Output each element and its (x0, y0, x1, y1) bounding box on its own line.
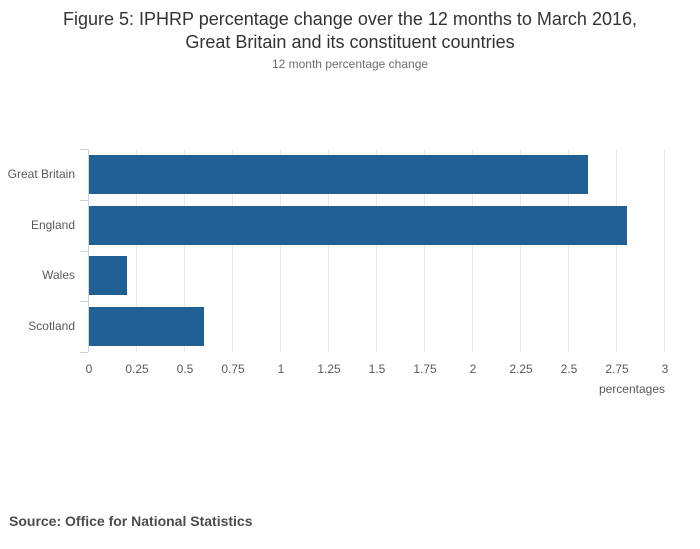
chart-title-line-1: Figure 5: IPHRP percentage change over t… (62, 9, 637, 29)
y-axis-label-great-britain: Great Britain (7, 167, 75, 181)
x-tick-label-1.75: 1.75 (413, 362, 437, 376)
gridline-1.75 (424, 149, 425, 352)
x-tick-label-2: 2 (469, 362, 477, 376)
y-axis-tick-4 (80, 352, 88, 353)
y-axis-label-wales: Wales (42, 268, 75, 282)
gridline-1.5 (376, 149, 377, 352)
gridline-2.25 (520, 149, 521, 352)
x-tick-label-0: 0 (85, 362, 93, 376)
x-tick-label-2.5: 2.5 (560, 362, 578, 376)
gridline-2.5 (568, 149, 569, 352)
gridline-1.25 (328, 149, 329, 352)
x-tick-label-0.5: 0.5 (176, 362, 194, 376)
gridline-0.25 (136, 149, 137, 352)
gridline-0.75 (232, 149, 233, 352)
y-axis-tick-3 (80, 301, 88, 302)
y-axis-line (88, 149, 89, 352)
y-axis-label-scotland: Scotland (28, 319, 75, 333)
x-axis-label: percentages (598, 382, 665, 396)
x-tick-label-1.5: 1.5 (368, 362, 386, 376)
source-note: Source: Office for National Statistics (9, 513, 253, 529)
x-tick-label-0.75: 0.75 (221, 362, 245, 376)
y-axis-tick-2 (80, 251, 88, 252)
x-tick-label-3: 3 (661, 362, 669, 376)
bar-england[interactable] (89, 206, 627, 245)
chart-title: Figure 5: IPHRP percentage change over t… (0, 8, 700, 54)
x-tick-label-2.25: 2.25 (509, 362, 533, 376)
y-axis-tick-1 (80, 200, 88, 201)
bar-scotland[interactable] (89, 307, 204, 346)
chart-title-line-2: Great Britain and its constituent countr… (185, 32, 515, 52)
chart-subtitle: 12 month percentage change (271, 57, 429, 71)
x-tick-label-2.75: 2.75 (605, 362, 629, 376)
bar-wales[interactable] (89, 256, 127, 295)
x-tick-label-1.25: 1.25 (317, 362, 341, 376)
bar-great-britain[interactable] (89, 155, 588, 194)
x-tick-label-0.25: 0.25 (125, 362, 149, 376)
gridline-2 (472, 149, 473, 352)
gridline-3 (664, 149, 665, 352)
y-axis-label-england: England (30, 218, 75, 232)
y-axis-tick-0 (80, 149, 88, 150)
gridline-0.5 (184, 149, 185, 352)
gridline-2.75 (616, 149, 617, 352)
x-tick-label-1: 1 (277, 362, 285, 376)
gridline-1 (280, 149, 281, 352)
